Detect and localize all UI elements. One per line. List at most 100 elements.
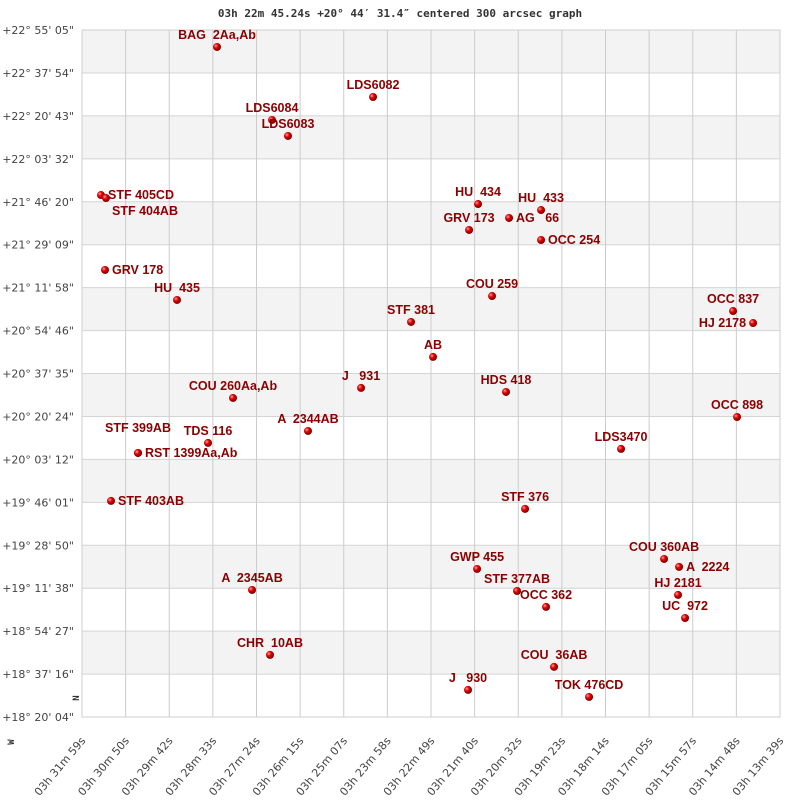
star-label: STF 381 [387, 303, 435, 317]
star-point[interactable] [228, 393, 237, 402]
star-label: BAG 2Aa,Ab [178, 28, 256, 42]
star-point[interactable] [134, 448, 143, 457]
star-point[interactable] [729, 307, 738, 316]
star-label: J 931 [342, 369, 380, 383]
y-tick-label: +18° 37' 16" [2, 668, 74, 681]
star-point[interactable] [521, 504, 530, 513]
star-label: GRV 173 [443, 211, 494, 225]
star-point[interactable] [505, 213, 514, 222]
star-label: STF 404AB [112, 204, 178, 218]
y-tick-label: +21° 46' 20" [2, 196, 74, 209]
star-label: GWP 455 [450, 550, 504, 564]
star-label: STF 403AB [118, 494, 184, 508]
star-label: HJ 2181 [654, 576, 701, 590]
west-marker: W [7, 739, 17, 745]
y-tick-label: +22° 20' 43" [2, 110, 74, 123]
star-point[interactable] [268, 115, 277, 124]
star-label: LDS6082 [347, 78, 400, 92]
star-label: A 2345AB [221, 571, 282, 585]
star-point[interactable] [100, 265, 109, 274]
y-tick-label: +18° 20' 04" [2, 711, 74, 724]
chart-title: 03h 22m 45.24s +20° 44′ 31.4″ centered 3… [218, 7, 582, 20]
y-tick-label: +20° 37' 35" [2, 368, 74, 381]
y-tick-label: +20° 03' 12" [2, 453, 74, 466]
y-tick-label: +22° 37' 54" [2, 67, 74, 80]
star-point[interactable] [407, 317, 416, 326]
star-point[interactable] [213, 42, 222, 51]
y-tick-label: +20° 54' 46" [2, 325, 74, 338]
star-label: J 930 [449, 671, 487, 685]
star-point[interactable] [537, 206, 546, 215]
star-label: LDS6084 [246, 101, 299, 115]
star-point[interactable] [369, 93, 378, 102]
y-tick-label: +19° 11' 38" [2, 582, 74, 595]
star-label: COU 259 [466, 277, 518, 291]
star-label: HJ 2178 [699, 316, 746, 330]
star-label: RST 1399Aa,Ab [145, 446, 238, 460]
star-label: HU 434 [455, 185, 501, 199]
star-label: STF 399AB [105, 421, 171, 435]
star-label: OCC 837 [707, 292, 759, 306]
star-point[interactable] [617, 444, 626, 453]
star-label: HU 435 [154, 281, 200, 295]
star-point[interactable] [284, 131, 293, 140]
star-label: AB [424, 338, 442, 352]
star-label: COU 360AB [629, 540, 699, 554]
star-point[interactable] [429, 352, 438, 361]
north-marker: N [72, 695, 82, 700]
star-point[interactable] [749, 319, 758, 328]
star-label: HDS 418 [481, 373, 532, 387]
star-label: CHR 10AB [237, 636, 303, 650]
star-label: LDS3470 [595, 430, 648, 444]
star-label: OCC 362 [520, 588, 572, 602]
star-label: TOK 476CD [555, 678, 624, 692]
star-label: AG 66 [516, 211, 559, 225]
star-label: LDS6083 [262, 117, 315, 131]
plot-frame [81, 29, 781, 718]
star-point[interactable] [674, 590, 683, 599]
star-point[interactable] [107, 496, 116, 505]
star-label: COU 260Aa,Ab [189, 379, 278, 393]
star-point[interactable] [537, 235, 546, 244]
star-point[interactable] [660, 554, 669, 563]
y-tick-label: +22° 03' 32" [2, 153, 74, 166]
star-point[interactable] [733, 413, 742, 422]
star-point[interactable] [266, 650, 275, 659]
star-label: HU 433 [518, 191, 564, 205]
star-label: COU 36AB [521, 648, 588, 662]
star-point[interactable] [550, 662, 559, 671]
star-point[interactable] [464, 685, 473, 694]
star-point[interactable] [502, 387, 511, 396]
star-point[interactable] [357, 383, 366, 392]
star-point[interactable] [248, 585, 257, 594]
star-point[interactable] [585, 692, 594, 701]
star-label: UC 972 [662, 599, 708, 613]
y-tick-label: +19° 46' 01" [2, 496, 74, 509]
star-label: OCC 254 [548, 233, 600, 247]
star-point[interactable] [675, 562, 684, 571]
y-tick-label: +18° 54' 27" [2, 625, 74, 638]
y-tick-label: +19° 28' 50" [2, 539, 74, 552]
star-point[interactable] [474, 200, 483, 209]
star-label: STF 377AB [484, 572, 550, 586]
star-point[interactable] [465, 225, 474, 234]
star-point[interactable] [488, 292, 497, 301]
star-point[interactable] [204, 438, 213, 447]
star-label: OCC 898 [711, 398, 763, 412]
star-point[interactable] [513, 587, 522, 596]
star-label: A 2344AB [277, 412, 338, 426]
star-label: STF 376 [501, 490, 549, 504]
y-tick-label: +21° 29' 09" [2, 239, 74, 252]
star-label: STF 405CD [108, 188, 174, 202]
y-tick-label: +20° 20' 24" [2, 410, 74, 423]
y-tick-label: +21° 11' 58" [2, 282, 74, 295]
y-tick-label: +22° 55' 05" [2, 24, 74, 37]
star-point[interactable] [101, 194, 110, 203]
star-point[interactable] [172, 295, 181, 304]
star-point[interactable] [542, 602, 551, 611]
star-label: A 2224 [686, 560, 729, 574]
star-point[interactable] [681, 613, 690, 622]
star-point[interactable] [304, 426, 313, 435]
star-point[interactable] [473, 564, 482, 573]
